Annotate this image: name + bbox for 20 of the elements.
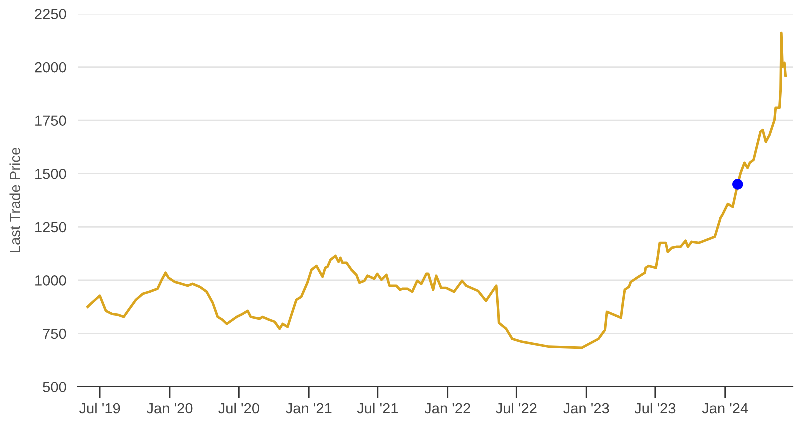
x-tick-label: Jan '24 <box>702 403 748 414</box>
x-tick-label: Jan '22 <box>424 403 470 414</box>
x-tick-label: Jan '23 <box>564 403 610 414</box>
y-tick-label: 1250 <box>36 222 66 233</box>
y-tick-label: 2000 <box>35 62 66 73</box>
x-tick-label: Jul '23 <box>634 402 676 414</box>
line-series <box>86 32 788 350</box>
y-tick-label: 1500 <box>36 168 66 180</box>
x-tick-label: Jul '22 <box>496 402 537 414</box>
x-tick-label: Jul '19 <box>79 402 120 414</box>
y-tick-label: 750 <box>43 328 66 340</box>
x-tick-label: Jul '20 <box>218 402 260 414</box>
y-tick-label: 1750 <box>36 116 66 126</box>
x-tick-label: Jan '20 <box>146 403 193 414</box>
y-tick-label: 1000 <box>36 276 66 286</box>
y-axis-title: Last Trade Price <box>10 148 20 252</box>
x-tick-label: Jan '21 <box>286 403 332 414</box>
y-tick-label: 500 <box>43 382 66 392</box>
x-tick-label: Jul '21 <box>357 402 398 414</box>
y-tick-label: 2250 <box>35 9 66 20</box>
